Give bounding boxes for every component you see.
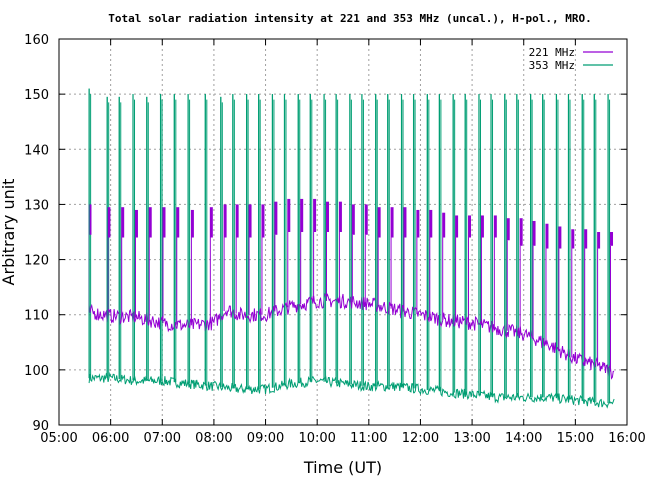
x-tick-label: 08:00: [195, 431, 232, 446]
series-221-pulse-block: [176, 207, 180, 238]
series-221-pulse-block: [610, 232, 614, 246]
series-221-pulse-block: [558, 226, 562, 249]
series-221-pulse-block: [274, 201, 278, 235]
series-221-pulse-block: [493, 215, 497, 238]
series-221-pulse-block: [209, 207, 213, 238]
y-tick-label: 120: [24, 254, 49, 269]
series-221-pulse-block: [261, 204, 265, 238]
series-221-pulse-block: [88, 204, 92, 235]
y-tick-label: 140: [24, 143, 49, 158]
series-221-pulse-block: [313, 198, 317, 232]
x-tick-label: 16:00: [608, 431, 645, 446]
series-221-pulse-block: [235, 204, 239, 238]
series-221-pulse-block: [506, 218, 510, 241]
series-221-pulse-block: [364, 204, 368, 235]
series-221-pulse-block: [455, 215, 459, 238]
series-353-baseline: [88, 372, 615, 409]
series-221-pulse-block: [480, 215, 484, 238]
series-221-pulse-block: [287, 198, 291, 232]
plot-frame: [58, 38, 628, 426]
legend-label-1: 353 MHz: [529, 59, 575, 72]
series-221-pulse-block: [190, 209, 194, 238]
y-tick-label: 90: [32, 419, 49, 434]
x-tick-label: 13:00: [453, 431, 490, 446]
series-221-pulse-block: [442, 212, 446, 238]
series-221-pulse-block: [223, 204, 227, 238]
x-tick-label: 14:00: [505, 431, 542, 446]
series-221-pulse-block: [351, 204, 355, 235]
series-221-pulse-block: [584, 229, 588, 249]
grid: [59, 39, 627, 425]
x-tick-label: 11:00: [350, 431, 387, 446]
y-tick-label: 160: [24, 33, 49, 48]
chart-title: Total solar radiation intensity at 221 a…: [108, 12, 591, 25]
series-221-pulse-block: [121, 207, 125, 238]
series-221-pulse-block: [532, 220, 536, 246]
series-221-pulse-block: [300, 198, 304, 232]
series-221-pulse-block: [377, 207, 381, 238]
series-221-pulse-block: [326, 201, 330, 232]
ticks: [58, 38, 628, 426]
y-tick-label: 100: [24, 364, 49, 379]
y-tick-label: 110: [24, 309, 49, 324]
x-tick-label: 05:00: [40, 431, 77, 446]
series-221-pulse-block: [248, 204, 252, 238]
series-221-pulse-block: [545, 223, 549, 249]
series-221-pulse-block: [416, 209, 420, 238]
series-221-pulse-block: [519, 218, 523, 246]
series-221-pulse-block: [134, 209, 138, 238]
series-221-pulse-block: [338, 201, 342, 232]
y-axis-label: Arbitrary unit: [0, 179, 18, 286]
series-221-pulse-block: [571, 229, 575, 249]
x-tick-label: 12:00: [402, 431, 439, 446]
series-221-pulse-block: [107, 207, 111, 238]
series-221-pulse-block: [390, 207, 394, 238]
series-221-pulse-block: [597, 232, 601, 249]
y-tick-label: 150: [24, 88, 49, 103]
x-tick-label: 06:00: [92, 431, 129, 446]
series-221-baseline: [88, 293, 615, 380]
x-axis-label: Time (UT): [303, 458, 382, 477]
series-221-pulse-block: [148, 207, 152, 238]
series-221-pulse-block: [403, 207, 407, 238]
legend-label-0: 221 MHz: [529, 46, 575, 59]
series-221-pulse-block: [429, 209, 433, 238]
x-tick-label: 07:00: [144, 431, 181, 446]
x-tick-label: 10:00: [298, 431, 335, 446]
tick-labels: 90 100 110 120 130 140 150 160 05:00 06:00 07:00 08…: [24, 33, 646, 446]
x-tick-label: 15:00: [557, 431, 594, 446]
y-tick-label: 130: [24, 198, 49, 213]
series-lines: [88, 88, 615, 409]
series-221-pulse-block: [162, 207, 166, 238]
series-221-pulse-block: [468, 215, 472, 238]
x-tick-label: 09:00: [247, 431, 284, 446]
